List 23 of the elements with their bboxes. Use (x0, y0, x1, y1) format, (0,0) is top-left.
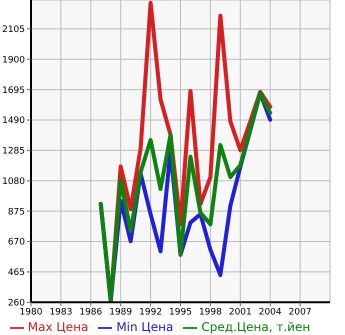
y-tick-label: 1285 (2, 146, 25, 157)
x-tick-label: 1980 (20, 308, 43, 318)
y-tick-label: 1080 (2, 176, 26, 187)
y-tick-label: 465 (8, 268, 25, 278)
x-tick-label: 2007 (288, 308, 312, 318)
x-tick-label: 1998 (198, 308, 222, 318)
y-tick-label: 2105 (2, 25, 25, 36)
x-tick-label: 1986 (79, 308, 103, 318)
y-tick-label: 1900 (2, 55, 26, 66)
legend-label: Max Цена (28, 320, 88, 334)
legend-label: Min Цена (116, 320, 174, 334)
legend-label: Сред.Цена, т.йен (201, 320, 310, 334)
x-tick-label: 2001 (228, 308, 252, 318)
x-tick-label: 1992 (139, 308, 162, 318)
x-tick-label: 1983 (49, 308, 72, 318)
x-tick-label: 1995 (169, 308, 192, 318)
y-tick-label: 1695 (2, 86, 25, 96)
y-tick-label: 260 (8, 298, 26, 308)
x-tick-label: 1989 (109, 308, 132, 318)
y-tick-label: 1490 (2, 116, 26, 126)
x-tick-label: 2004 (258, 308, 282, 318)
y-tick-label: 875 (8, 207, 25, 218)
y-tick-label: 670 (8, 238, 26, 248)
